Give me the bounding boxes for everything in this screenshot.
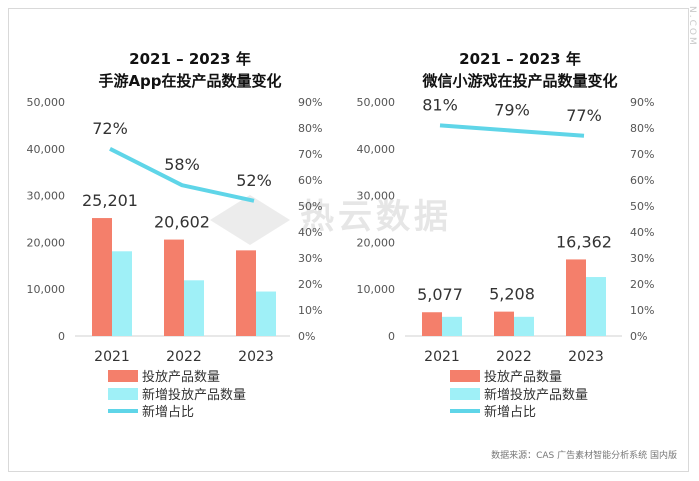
- y2-tick-label: 80%: [630, 122, 654, 135]
- y-tick-label: 30,000: [27, 190, 66, 203]
- legend-swatch-ad: [108, 370, 138, 382]
- line-data-label: 81%: [422, 95, 458, 114]
- bar-ad-count: [164, 239, 184, 336]
- figure-frame: [8, 8, 689, 472]
- y2-tick-label: 60%: [298, 174, 322, 187]
- legend-label-new: 新增投放产品数量: [142, 387, 246, 403]
- y2-tick-label: 20%: [630, 278, 654, 291]
- x-category-label: 2022: [496, 349, 532, 365]
- bar-new-count: [112, 251, 132, 336]
- chart-title-line1: 2021 – 2023 年: [129, 50, 251, 68]
- legend-label-new: 新增投放产品数量: [484, 387, 588, 403]
- y-tick-label: 20,000: [27, 236, 66, 249]
- y-tick-label: 0: [388, 330, 395, 343]
- bar-data-label: 25,201: [82, 191, 138, 210]
- y2-tick-label: 10%: [298, 304, 322, 317]
- y2-tick-label: 20%: [298, 278, 322, 291]
- legend-label-ratio: 新增占比: [484, 404, 536, 420]
- bar-ad-count: [92, 218, 112, 336]
- chart-title-line1: 2021 – 2023 年: [459, 50, 581, 68]
- bar-new-count: [256, 291, 276, 336]
- y-tick-label: 0: [58, 330, 65, 343]
- y-tick-label: 10,000: [357, 283, 396, 296]
- y-tick-label: 30,000: [357, 190, 396, 203]
- chart-title-line2: 手游App在投产品数量变化: [98, 72, 281, 90]
- line-new-ratio: [109, 147, 255, 203]
- line-data-label: 72%: [92, 119, 128, 138]
- y-tick-label: 40,000: [357, 143, 396, 156]
- bar-data-label: 5,077: [417, 285, 463, 304]
- legend-label-ad: 投放产品数量: [142, 369, 220, 385]
- y2-tick-label: 90%: [630, 96, 654, 109]
- y2-tick-label: 50%: [298, 200, 322, 213]
- y2-tick-label: 70%: [630, 148, 654, 161]
- bar-ad-count: [494, 311, 514, 336]
- bar-new-count: [586, 277, 606, 336]
- line-data-label: 77%: [566, 106, 602, 125]
- bar-ad-count: [236, 250, 256, 336]
- line-data-label: 79%: [494, 101, 530, 120]
- bar-ad-count: [566, 259, 586, 336]
- y-tick-label: 20,000: [357, 236, 396, 249]
- x-category-label: 2023: [568, 349, 604, 365]
- x-category-label: 2022: [166, 349, 202, 365]
- watermark-text: 热云数据: [300, 197, 452, 237]
- y2-tick-label: 40%: [630, 226, 654, 239]
- chart-title-line2: 微信小游戏在投产品数量变化: [421, 72, 617, 90]
- y-tick-label: 50,000: [27, 96, 66, 109]
- y2-tick-label: 30%: [630, 252, 654, 265]
- bar-data-label: 20,602: [154, 213, 210, 232]
- y2-tick-label: 80%: [298, 122, 322, 135]
- y2-tick-label: 60%: [630, 174, 654, 187]
- y2-tick-label: 90%: [298, 96, 322, 109]
- bar-new-count: [514, 316, 534, 336]
- y-tick-label: 40,000: [27, 143, 66, 156]
- legend-swatch-new: [108, 388, 138, 400]
- y2-tick-label: 10%: [630, 304, 654, 317]
- y2-tick-label: 40%: [298, 226, 322, 239]
- bar-data-label: 16,362: [556, 232, 612, 251]
- y-tick-label: 10,000: [27, 283, 66, 296]
- source-note: 数据来源：CAS 广告素材智能分析系统 国内版: [491, 451, 677, 461]
- y2-tick-label: 30%: [298, 252, 322, 265]
- y2-tick-label: 0%: [630, 330, 647, 343]
- watermark-logo-shape: [210, 195, 290, 245]
- legend-label-ratio: 新增占比: [142, 404, 194, 420]
- line-data-label: 52%: [236, 171, 272, 190]
- y2-tick-label: 50%: [630, 200, 654, 213]
- x-category-label: 2021: [94, 349, 130, 365]
- y2-tick-label: 0%: [298, 330, 315, 343]
- bar-new-count: [442, 316, 462, 336]
- y2-tick-label: 70%: [298, 148, 322, 161]
- line-data-label: 58%: [164, 155, 200, 174]
- corner-watermark: N.COM: [687, 6, 697, 47]
- legend-swatch-ad: [450, 370, 480, 382]
- bar-data-label: 5,208: [489, 285, 535, 304]
- legend-swatch-new: [450, 388, 480, 400]
- bar-ad-count: [422, 312, 442, 336]
- legend-label-ad: 投放产品数量: [484, 369, 562, 385]
- line-new-ratio: [439, 123, 585, 138]
- y-tick-label: 50,000: [357, 96, 396, 109]
- bar-new-count: [184, 280, 204, 336]
- x-category-label: 2023: [238, 349, 274, 365]
- x-category-label: 2021: [424, 349, 460, 365]
